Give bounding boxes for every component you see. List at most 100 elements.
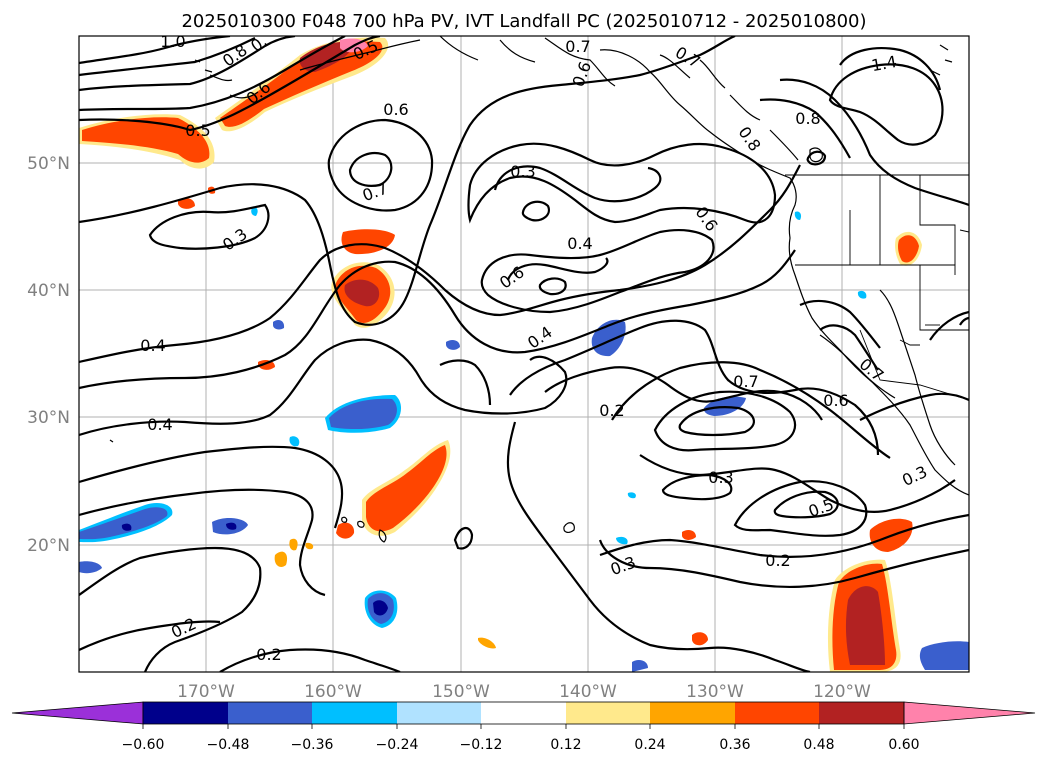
- contour-line: [639, 454, 956, 514]
- map-content: [79, 36, 969, 672]
- contour-label: 0.4: [567, 234, 592, 253]
- contour-label: 0.8: [795, 109, 820, 128]
- colorbar-swatch: [228, 702, 312, 724]
- contour-line: [467, 142, 777, 224]
- contour-line: [759, 98, 851, 159]
- contour-label: 0.7: [733, 372, 758, 391]
- colorbar-extend-high: [903, 701, 1036, 725]
- colorbar-tick-label: 0.12: [550, 737, 581, 753]
- contour-line: [773, 490, 839, 519]
- pv-negative-region: [273, 320, 285, 330]
- colorbar-swatch: [566, 702, 650, 724]
- contour-line: [79, 546, 262, 672]
- pv-negative-region: [373, 600, 388, 616]
- pv-negative-region: [121, 523, 132, 531]
- contour-line: [839, 47, 942, 91]
- pv-negative-region: [632, 660, 648, 672]
- colorbar-swatch: [397, 702, 481, 724]
- contour-label: 0.6: [823, 391, 848, 410]
- lat-label: 30°N: [27, 408, 70, 428]
- map-area: [79, 36, 969, 672]
- contour-line: [859, 392, 969, 421]
- pv-negative-region: [446, 339, 460, 350]
- contour-line: [79, 488, 326, 597]
- longitude-labels: 170°W 160°W 150°W 140°W 130°W 120°W: [177, 682, 871, 702]
- contour-line: [509, 319, 880, 456]
- colorbar-tick-label: 0.24: [634, 737, 665, 753]
- lat-label: 20°N: [27, 536, 70, 556]
- contour-line: [538, 277, 567, 296]
- contour-line: [779, 78, 969, 207]
- pv-negative-region: [289, 436, 300, 447]
- lon-label: 130°W: [686, 682, 744, 702]
- pv-negative-region: [919, 641, 969, 670]
- colorbar-tick-label: 0.36: [719, 737, 750, 753]
- contour-label: 0.2: [256, 645, 281, 664]
- colorbar-tick-label: −0.36: [291, 737, 334, 753]
- map-frame: [78, 35, 970, 673]
- contour-line: [79, 36, 296, 92]
- contour-line: [929, 310, 969, 341]
- contour-line: [348, 152, 393, 187]
- contour-label: 0.6: [383, 100, 408, 119]
- contour-line: [219, 648, 401, 672]
- map-title: 2025010300 F048 700 hPa PV, IVT Landfall…: [181, 11, 866, 32]
- lon-label: 170°W: [177, 682, 235, 702]
- lat-label: 50°N: [27, 154, 70, 174]
- contour-line: [79, 620, 221, 651]
- pv-negative-region: [794, 211, 802, 220]
- contour-line: [506, 257, 609, 281]
- lon-label: 140°W: [559, 682, 617, 702]
- political-borders: [785, 174, 969, 401]
- colorbar-tick-label: −0.60: [122, 737, 165, 753]
- pv-positive-region: [220, 41, 383, 127]
- contour-line: [79, 164, 801, 364]
- contour-line: [599, 513, 969, 558]
- pv-positive-region: [845, 586, 885, 665]
- contour-line: [611, 361, 891, 459]
- pv-negative-region: [79, 561, 102, 574]
- contour-line: [828, 63, 944, 146]
- contour-line: [521, 200, 550, 222]
- contour-line: [79, 36, 736, 326]
- pv-positive-region: [299, 41, 355, 72]
- contour-line: [79, 445, 344, 529]
- pv-positive-region: [366, 445, 447, 532]
- contour-label: 0.3: [510, 162, 535, 181]
- contour-line: [79, 338, 568, 437]
- lat-label: 40°N: [27, 281, 70, 301]
- pv-positive-region: [178, 198, 195, 209]
- pv-negative-region: [226, 522, 237, 530]
- colorbar-tick-label: −0.24: [376, 737, 419, 753]
- colorbar-swatch: [143, 702, 228, 724]
- pv-positive-region: [305, 542, 314, 550]
- contour-line: [79, 249, 796, 390]
- pv-negative-region: [251, 207, 258, 216]
- contour-line: [148, 203, 270, 250]
- contour-line: [327, 118, 434, 212]
- contour-label: 1.0: [160, 32, 185, 51]
- negative-pv-shading: [79, 207, 969, 672]
- contour-line: [598, 539, 969, 588]
- contour-line: [653, 390, 797, 452]
- pv-negative-region: [627, 492, 636, 499]
- contour-line: [79, 36, 381, 132]
- contour-label: 0.5: [185, 121, 210, 140]
- colorbar-extend-low: [11, 701, 144, 725]
- contour-label: 0.2: [765, 551, 790, 570]
- pv-positive-region: [478, 637, 496, 649]
- pv-negative-region: [616, 536, 628, 545]
- contour-label: 0.2: [599, 401, 624, 420]
- contour-line: [806, 150, 827, 166]
- contour-line: [493, 165, 662, 203]
- positive-pv-shading: [79, 37, 922, 672]
- colorbar: −0.60 −0.48 −0.36 −0.24 −0.12 0.12 0.24 …: [11, 701, 1036, 753]
- contour-label: 0.3: [708, 468, 733, 487]
- latitude-labels: 50°N 40°N 30°N 20°N: [27, 154, 70, 556]
- contour-label: 0.4: [140, 336, 165, 355]
- contour-line: [678, 406, 755, 437]
- pv-positive-region: [82, 117, 210, 163]
- contour-line: [480, 229, 715, 314]
- lon-label: 120°W: [813, 682, 871, 702]
